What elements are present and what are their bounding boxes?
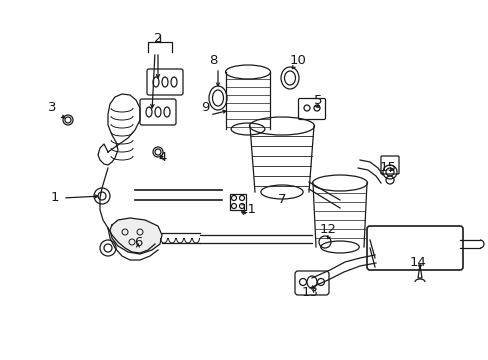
Polygon shape xyxy=(110,218,162,254)
Text: 5: 5 xyxy=(313,94,322,108)
Text: 14: 14 xyxy=(409,256,426,269)
Text: 10: 10 xyxy=(289,54,306,67)
Text: 13: 13 xyxy=(301,285,318,298)
Text: 2: 2 xyxy=(153,31,162,45)
Text: 3: 3 xyxy=(48,102,56,114)
Text: 4: 4 xyxy=(159,152,167,165)
Text: 11: 11 xyxy=(239,203,256,216)
Text: 8: 8 xyxy=(208,54,217,67)
Text: 15: 15 xyxy=(379,162,396,175)
Text: 7: 7 xyxy=(277,193,285,207)
Text: 6: 6 xyxy=(134,235,142,248)
Text: 1: 1 xyxy=(51,192,59,204)
Text: 12: 12 xyxy=(319,224,336,237)
Text: 9: 9 xyxy=(201,102,209,114)
